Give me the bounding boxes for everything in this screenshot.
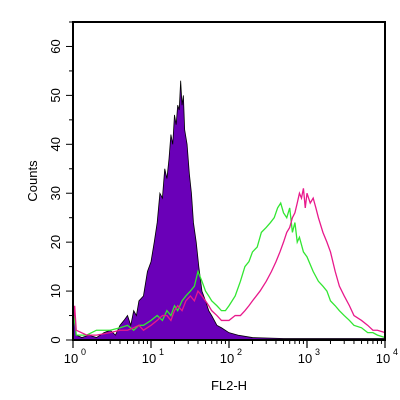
x-tick-label: 10 [298, 351, 312, 366]
y-axis: 0 10 20 30 40 50 60 [48, 21, 73, 344]
x-tick-exponent: 4 [393, 347, 398, 357]
plot-frame [72, 21, 386, 341]
series-line-1 [72, 201, 386, 339]
x-tick-exponent: 3 [315, 347, 320, 357]
y-tick-label: 30 [48, 186, 63, 200]
y-tick-label: 0 [48, 336, 63, 343]
x-tick-exponent: 1 [159, 347, 164, 357]
y-axis-title: Counts [25, 160, 40, 202]
series-line-2 [72, 188, 386, 336]
y-tick-label: 60 [48, 39, 63, 53]
x-tick-label: 10 [64, 351, 78, 366]
x-tick-label: 10 [376, 351, 390, 366]
x-axis: 10 0 10 1 10 2 10 3 10 4 [64, 340, 398, 366]
y-tick-label: 10 [48, 284, 63, 298]
plot-series [72, 80, 386, 341]
x-tick-label: 10 [220, 351, 234, 366]
x-axis-title: FL2-H [211, 378, 247, 393]
y-tick-label: 50 [48, 88, 63, 102]
series-filled-histogram [72, 80, 386, 341]
x-tick-label: 10 [142, 351, 156, 366]
y-tick-label: 20 [48, 235, 63, 249]
x-tick-exponent: 2 [237, 347, 242, 357]
y-tick-label: 40 [48, 137, 63, 151]
x-tick-exponent: 0 [81, 347, 86, 357]
